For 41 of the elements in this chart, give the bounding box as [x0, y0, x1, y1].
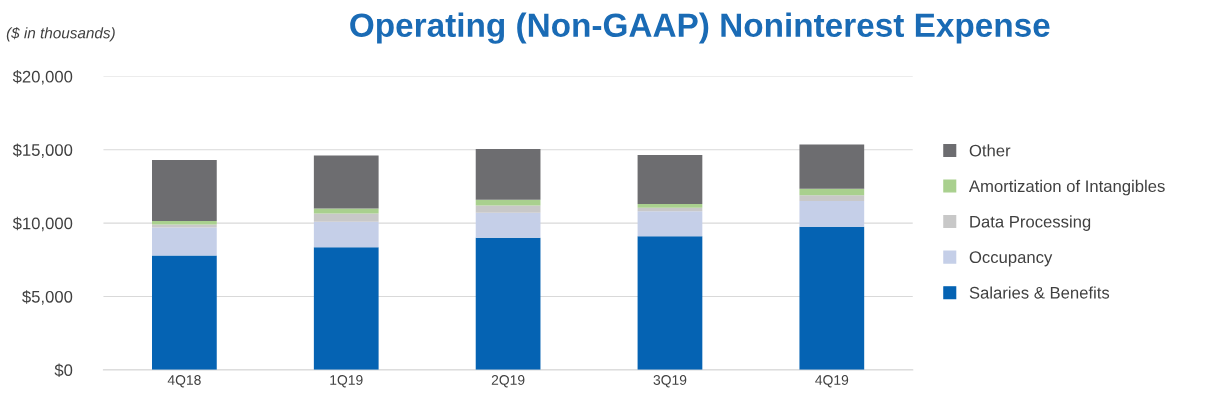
- bar: [152, 227, 217, 256]
- bar: [637, 211, 703, 237]
- x-tick-label: 2Q19: [491, 375, 525, 388]
- bar: [152, 224, 217, 228]
- bar: [313, 247, 379, 370]
- bar: [637, 154, 703, 205]
- bar: [475, 237, 541, 370]
- y-tick-label: $0: [54, 363, 73, 378]
- bar: [799, 201, 865, 227]
- bar: [475, 212, 541, 238]
- text: ($ in thousands): [6, 26, 115, 42]
- bar: [152, 160, 217, 221]
- bar: [475, 205, 541, 213]
- legend-label: Salaries & Benefits: [969, 286, 1110, 299]
- bar: [313, 221, 379, 248]
- bar: [799, 226, 865, 370]
- x-tick-label: 4Q19: [815, 375, 849, 388]
- bar: [313, 155, 379, 209]
- legend-label: Data Processing: [970, 215, 1091, 231]
- bar: [637, 204, 703, 208]
- y-tick-label: $20,000: [12, 70, 73, 85]
- bar: [475, 149, 541, 200]
- bar: [152, 255, 217, 370]
- y-tick-label: $5,000: [22, 290, 73, 305]
- bar: [313, 213, 379, 222]
- x-tick-label: 1Q19: [330, 375, 363, 388]
- bar: [637, 236, 703, 370]
- legend-label: Amortization of Intangibles: [968, 179, 1165, 196]
- legend-label: Other: [969, 144, 1011, 157]
- bar: [799, 188, 865, 196]
- y-tick-label: $15,000: [12, 143, 73, 158]
- bar: [799, 144, 865, 189]
- bar: [313, 208, 379, 214]
- legend-label: Occupancy: [969, 251, 1053, 267]
- bar: [475, 199, 541, 206]
- x-tick-label: 4Q18: [167, 375, 201, 388]
- chart-title: Operating (Non-GAAP) Noninterest Expense: [350, 12, 1050, 44]
- y-tick-label: $10,000: [12, 216, 73, 232]
- bar: [799, 195, 865, 202]
- bar: [152, 220, 217, 225]
- x-tick-label: 3Q19: [653, 375, 687, 388]
